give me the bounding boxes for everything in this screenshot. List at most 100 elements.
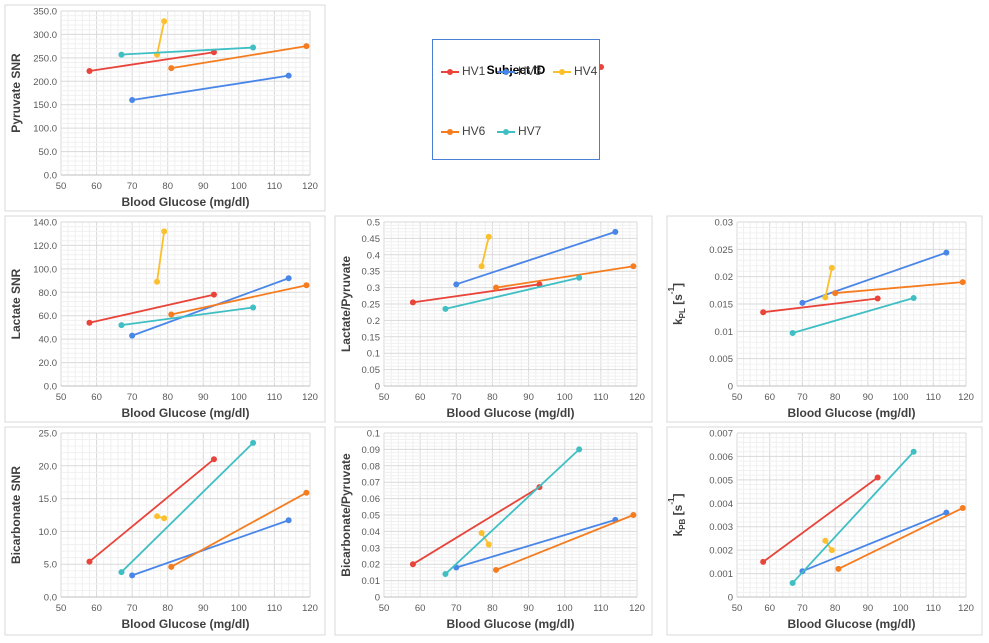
- data-point-hv3: [612, 228, 619, 235]
- x-tick-label: 100: [231, 392, 247, 403]
- y-tick-label: 0.2: [367, 316, 380, 327]
- data-point-hv4: [822, 294, 829, 301]
- y-axis-title-part: [s: [671, 294, 685, 308]
- x-tick-label: 110: [593, 603, 608, 614]
- series-line-hv3: [456, 230, 616, 286]
- data-point-hv7: [576, 274, 583, 281]
- x-tick-label: 120: [302, 181, 318, 192]
- x-tick-label: 70: [797, 392, 808, 403]
- x-tick-label: 50: [732, 603, 743, 614]
- series-line-hv1: [89, 293, 215, 324]
- x-tick-label: 70: [127, 603, 138, 614]
- y-tick-label: 140.0: [33, 218, 57, 229]
- x-tick-label: 90: [198, 603, 209, 614]
- series-line-hv4: [156, 231, 166, 282]
- y-axis-title-part: -1: [667, 497, 676, 505]
- y-tick-label: 0.08: [362, 461, 381, 472]
- data-point-hv3: [943, 249, 950, 256]
- chart-7: 50 60 70 80 90 100 110 120 0 0.001 0.002 0.003 0.004…: [666, 426, 983, 636]
- data-point-hv3: [285, 517, 292, 524]
- data-point-hv3: [285, 275, 292, 282]
- y-tick-label: 100.0: [33, 124, 57, 135]
- data-point-hv1: [874, 295, 881, 302]
- data-point-hv7: [442, 305, 449, 312]
- series-line-hv1: [88, 458, 215, 563]
- x-tick-label: 110: [593, 392, 608, 403]
- data-point-hv3: [453, 281, 460, 288]
- x-tick-label: 60: [764, 392, 775, 403]
- data-point-hv4: [485, 541, 492, 548]
- y-tick-label: 0.0: [44, 171, 57, 182]
- data-point-hv4: [161, 18, 168, 25]
- y-tick-label: 0.1: [367, 429, 380, 440]
- x-tick-label: 100: [893, 392, 909, 403]
- data-point-hv4: [478, 530, 485, 537]
- y-tick-label: 0.1: [367, 349, 380, 360]
- y-tick-label: 0.01: [715, 327, 734, 338]
- data-point-hv4: [154, 278, 161, 285]
- series-line-hv1: [412, 486, 540, 565]
- y-tick-label: 0.35: [362, 267, 381, 278]
- chart-5: 50 60 70 80 90 100 110 120 0.0 5.0 10.0 15.0 20.0 25.…: [4, 426, 326, 636]
- series-line-hv7: [121, 46, 254, 56]
- series-line-hv7: [121, 306, 254, 326]
- y-tick-label: 60.0: [39, 311, 58, 322]
- y-tick-label: 0.06: [362, 494, 381, 505]
- x-axis-title: Blood Glucose (mg/dl): [788, 617, 916, 631]
- y-tick-label: 0.006: [709, 452, 733, 463]
- data-point-hv3: [943, 509, 950, 516]
- y-tick-label: 0.4: [367, 250, 380, 261]
- legend-label: HV7: [518, 124, 542, 138]
- x-tick-label: 50: [56, 603, 67, 614]
- x-tick-label: 50: [379, 603, 390, 614]
- data-point-hv6: [303, 43, 310, 50]
- data-point-hv1: [409, 561, 416, 568]
- y-axis-title-part: k: [671, 529, 685, 536]
- data-point-hv1: [86, 67, 93, 74]
- y-tick-label: 0.01: [362, 576, 381, 587]
- y-axis-title-part: [s: [671, 504, 685, 518]
- data-point-hv7: [442, 571, 449, 578]
- data-point-hv1: [86, 319, 93, 326]
- series-line-hv3: [132, 74, 289, 101]
- y-axis-title: kPB [s-1]: [667, 494, 687, 537]
- y-tick-label: 40.0: [39, 335, 58, 346]
- data-point-hv7: [118, 51, 125, 58]
- data-point-hv7: [250, 304, 257, 311]
- y-tick-label: 10.0: [39, 527, 58, 538]
- data-point-hv1: [210, 456, 217, 463]
- x-tick-label: 100: [557, 603, 573, 614]
- x-axis-title: Blood Glucose (mg/dl): [122, 617, 250, 631]
- y-axis-title-part: PB: [678, 518, 687, 529]
- data-point-hv4: [154, 513, 161, 520]
- legend-label: HV3: [518, 64, 542, 78]
- y-tick-label: 0.45: [362, 234, 381, 245]
- data-point-hv6: [493, 284, 500, 291]
- data-point-hv6: [168, 563, 175, 570]
- y-axis-title-part: PL: [678, 308, 687, 318]
- y-tick-label: 0.002: [709, 546, 733, 557]
- legend: Subject ID HV1 HV3 HV4 HV6 HV7: [432, 39, 600, 160]
- data-point-hv1: [760, 558, 767, 565]
- y-tick-label: 120.0: [33, 241, 57, 252]
- x-tick-label: 80: [162, 392, 173, 403]
- x-tick-label: 50: [56, 392, 67, 403]
- data-point-hv3: [799, 299, 806, 306]
- y-tick-label: 5.0: [44, 560, 57, 571]
- x-tick-label: 60: [91, 603, 102, 614]
- x-tick-label: 70: [127, 181, 138, 192]
- data-point-hv4: [161, 515, 168, 522]
- x-tick-label: 60: [91, 181, 102, 192]
- chart-1: 50 60 70 80 90 100 110 120 0.0 50.0 100.0 150.0 200.…: [4, 4, 326, 212]
- x-axis-title: Blood Glucose (mg/dl): [122, 406, 250, 420]
- series-line-hv1: [89, 51, 215, 72]
- x-tick-label: 120: [958, 392, 974, 403]
- y-axis-title: Lactate SNR: [9, 268, 23, 339]
- y-axis-title: Bicarbonate/Pyruvate: [339, 453, 353, 577]
- series-line-hv7: [792, 297, 914, 334]
- x-tick-label: 70: [451, 603, 462, 614]
- data-point-hv4: [161, 228, 168, 235]
- series-line-hv6: [171, 45, 307, 70]
- x-tick-label: 90: [198, 392, 209, 403]
- y-tick-label: 0.02: [715, 272, 734, 283]
